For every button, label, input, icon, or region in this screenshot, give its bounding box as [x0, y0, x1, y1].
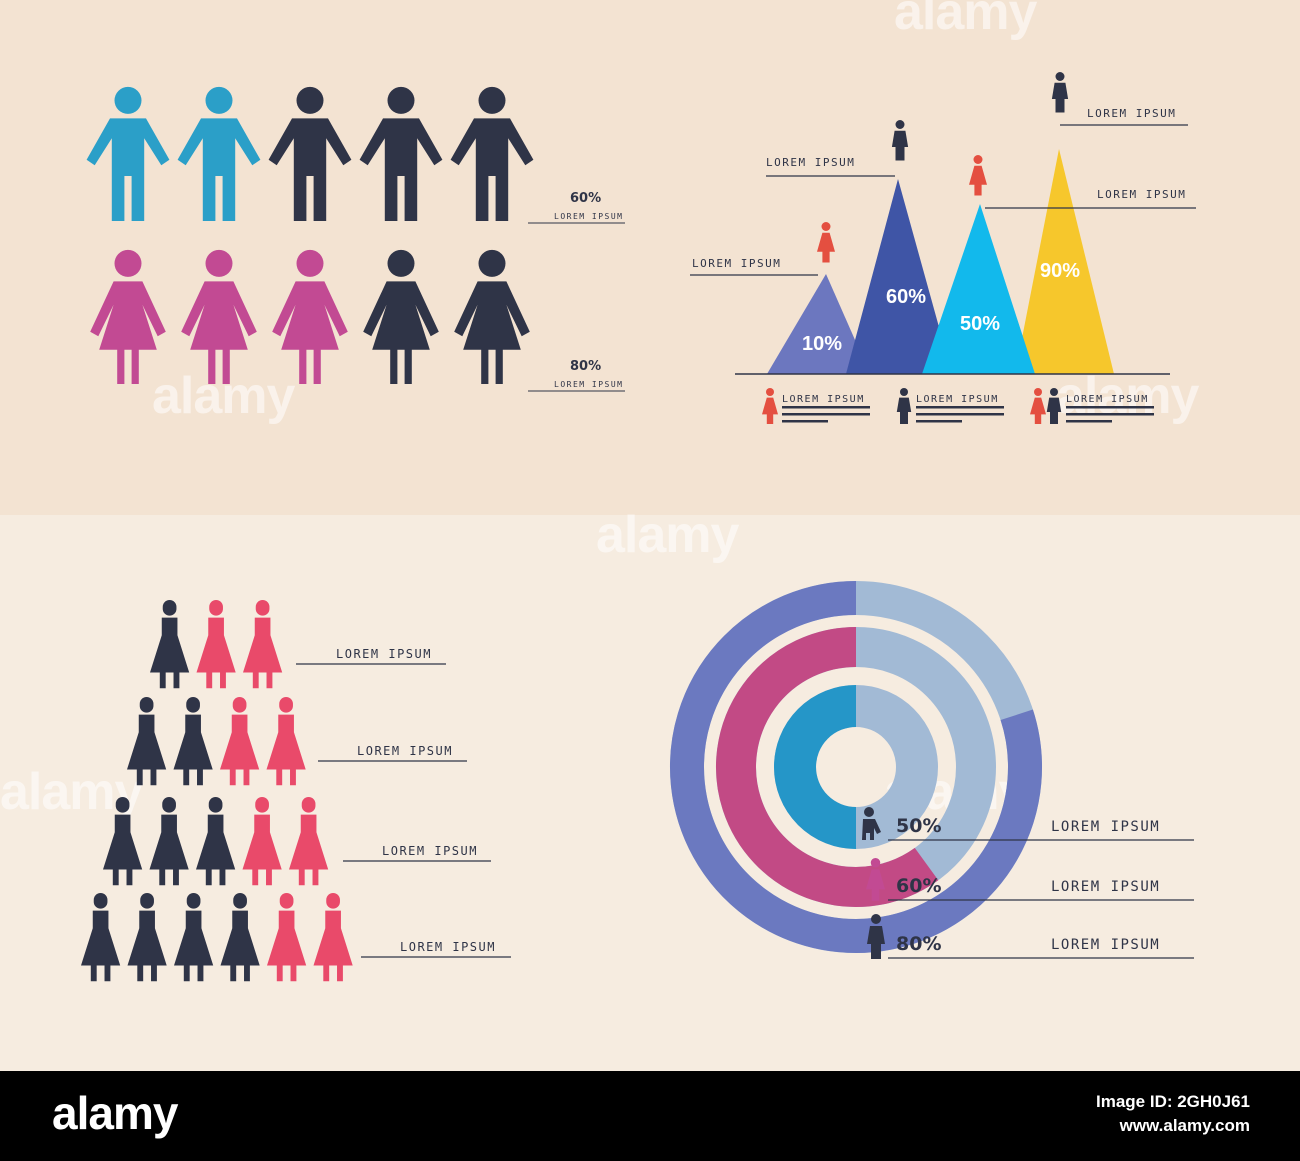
radial-bar-chart: 50% LOREM IPSUM 60% LOREM IPSUM 80% LOREM IPS…: [670, 581, 1194, 959]
ring-arc-1: [774, 685, 857, 849]
legend-caption: LOREM IPSUM: [1066, 394, 1149, 405]
female-icon: [266, 697, 306, 786]
female-icon: [1030, 388, 1046, 424]
female-icon: [196, 797, 236, 886]
legend-line: [1066, 413, 1154, 416]
legend-line: [782, 413, 870, 416]
female-icon: [220, 893, 260, 982]
image-url-text: www.alamy.com: [1119, 1116, 1250, 1135]
triangle-value-label-2: 60%: [886, 286, 926, 308]
ring-value-label: 80%: [896, 933, 941, 955]
triangle-bar-3: [922, 204, 1035, 374]
female-icon: [242, 797, 282, 886]
row-value-label: 60%: [570, 191, 601, 206]
triangle-bar-4: [1015, 149, 1114, 374]
female-icon: [866, 858, 885, 901]
male-icon: [867, 914, 885, 959]
legend-line: [1066, 406, 1154, 409]
legend-caption: LOREM IPSUM: [782, 394, 865, 405]
male-icon: [268, 86, 352, 221]
triangle-caption: LOREM IPSUM: [766, 156, 855, 169]
footer-bar: [0, 1071, 1300, 1161]
footer-logo: alamy: [52, 1087, 178, 1139]
male-icon: [1046, 388, 1062, 424]
male-icon: [450, 86, 534, 221]
female-icon: [454, 249, 530, 384]
triangle-value-label-3: 50%: [960, 313, 1000, 335]
female-icon: [149, 797, 189, 886]
female-icon: [150, 600, 190, 689]
ring-caption: LOREM IPSUM: [1051, 879, 1160, 895]
pyramid-caption: LOREM IPSUM: [400, 940, 496, 954]
female-icon: [267, 893, 307, 982]
ring-caption: LOREM IPSUM: [1051, 819, 1160, 835]
legend-line: [1066, 420, 1112, 423]
legend-caption: LOREM IPSUM: [916, 394, 999, 405]
female-icon: [313, 893, 353, 982]
legend-line: [916, 413, 1004, 416]
footer-image-id: Image ID: 2GH0J61 www.alamy.com: [1010, 1090, 1250, 1138]
ring-arc-2: [716, 627, 939, 907]
triangle-caption: LOREM IPSUM: [692, 257, 781, 270]
triangle-caption: LOREM IPSUM: [1097, 188, 1186, 201]
row-value-label: 80%: [570, 359, 601, 374]
female-icon: [127, 893, 167, 982]
triangle-value-label-1: 10%: [802, 333, 842, 355]
female-icon: [817, 222, 835, 263]
female-icon: [174, 893, 214, 982]
ring-caption: LOREM IPSUM: [1051, 937, 1160, 953]
male-icon: [359, 86, 443, 221]
female-icon: [173, 697, 213, 786]
female-icon: [90, 249, 166, 384]
triangle-caption: LOREM IPSUM: [1087, 107, 1176, 120]
row-caption: LOREM IPSUM: [554, 212, 623, 221]
legend-line: [916, 420, 962, 423]
pyramid-caption: LOREM IPSUM: [382, 844, 478, 858]
male-icon: [86, 86, 170, 221]
triangle-bar-2: [846, 179, 952, 374]
infographic-canvas: 60% LOREM IPSUM 80% LOREM IPSUM 10% 60% 50% 90%…: [81, 72, 1196, 982]
male-icon: [891, 120, 909, 161]
ring-value-label: 50%: [896, 815, 941, 837]
female-icon: [243, 600, 283, 689]
female-icon: [81, 893, 121, 982]
triangle-bar-chart: 10% 60% 50% 90% LOREM IPSUM LOREM IPSUM LOREM …: [690, 72, 1196, 424]
image-id-text: Image ID: 2GH0J61: [1095, 1092, 1250, 1111]
female-icon: [196, 600, 236, 689]
triangle-value-label-4: 90%: [1040, 260, 1080, 282]
legend-line: [782, 420, 828, 423]
legend-line: [782, 406, 870, 409]
female-icon: [969, 155, 987, 196]
female-icon: [127, 697, 167, 786]
female-icon: [289, 797, 329, 886]
people-pictogram-chart: 60% LOREM IPSUM 80% LOREM IPSUM: [86, 86, 625, 392]
female-icon: [363, 249, 439, 384]
child-icon: [862, 807, 881, 840]
female-icon: [272, 249, 348, 384]
pyramid-pictogram-chart: LOREM IPSUM LOREM IPSUM LOREM IPSUM LOREM I…: [81, 600, 511, 982]
row-caption: LOREM IPSUM: [554, 380, 623, 389]
pyramid-caption: LOREM IPSUM: [357, 744, 453, 758]
female-icon: [220, 697, 260, 786]
male-icon: [1051, 72, 1069, 113]
triangle-bar-1: [767, 274, 870, 374]
ring-value-label: 60%: [896, 875, 941, 897]
female-icon: [181, 249, 257, 384]
watermark-6: alamy: [894, 0, 1037, 41]
male-icon: [896, 388, 912, 424]
pyramid-caption: LOREM IPSUM: [336, 647, 432, 661]
ring-arc-3: [670, 581, 1042, 953]
legend-line: [916, 406, 1004, 409]
female-icon: [103, 797, 143, 886]
male-icon: [177, 86, 261, 221]
watermark-2: alamy: [596, 506, 739, 564]
female-icon: [762, 388, 778, 424]
